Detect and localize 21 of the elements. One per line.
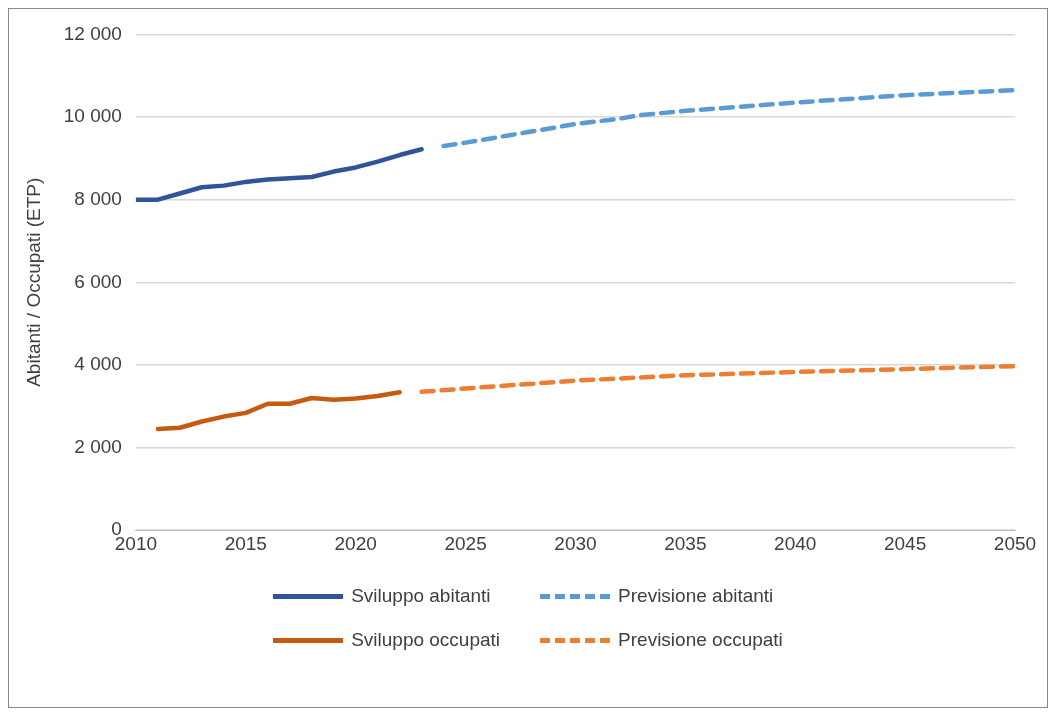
y-tick-label: 8 000	[74, 187, 122, 209]
x-tick-label: 2050	[993, 532, 1037, 554]
x-tick-label: 2025	[444, 532, 487, 554]
x-tick-label: 2035	[664, 532, 707, 554]
x-tick-label: 2040	[774, 532, 817, 554]
legend-label: Previsione occupati	[618, 629, 783, 651]
y-tick-label: 10 000	[63, 105, 122, 127]
y-tick-label: 6 000	[74, 270, 122, 292]
x-tick-label: 2020	[334, 532, 377, 554]
x-tick-label: 2015	[224, 532, 267, 554]
legend-label: Sviluppo abitanti	[351, 585, 491, 607]
line-series	[441, 87, 1015, 149]
x-tick-label: 2030	[554, 532, 597, 554]
y-tick-label: 12 000	[63, 22, 122, 44]
y-axis-title: Abitanti / Occupati (ETP)	[22, 177, 44, 387]
x-tick-label: 2045	[883, 532, 927, 554]
legend-label: Sviluppo occupati	[351, 629, 501, 651]
y-tick-label: 4 000	[74, 353, 122, 375]
legend-label: Previsione abitanti	[618, 585, 774, 607]
line-series	[419, 363, 1015, 395]
y-tick-label: 2 000	[74, 435, 122, 457]
